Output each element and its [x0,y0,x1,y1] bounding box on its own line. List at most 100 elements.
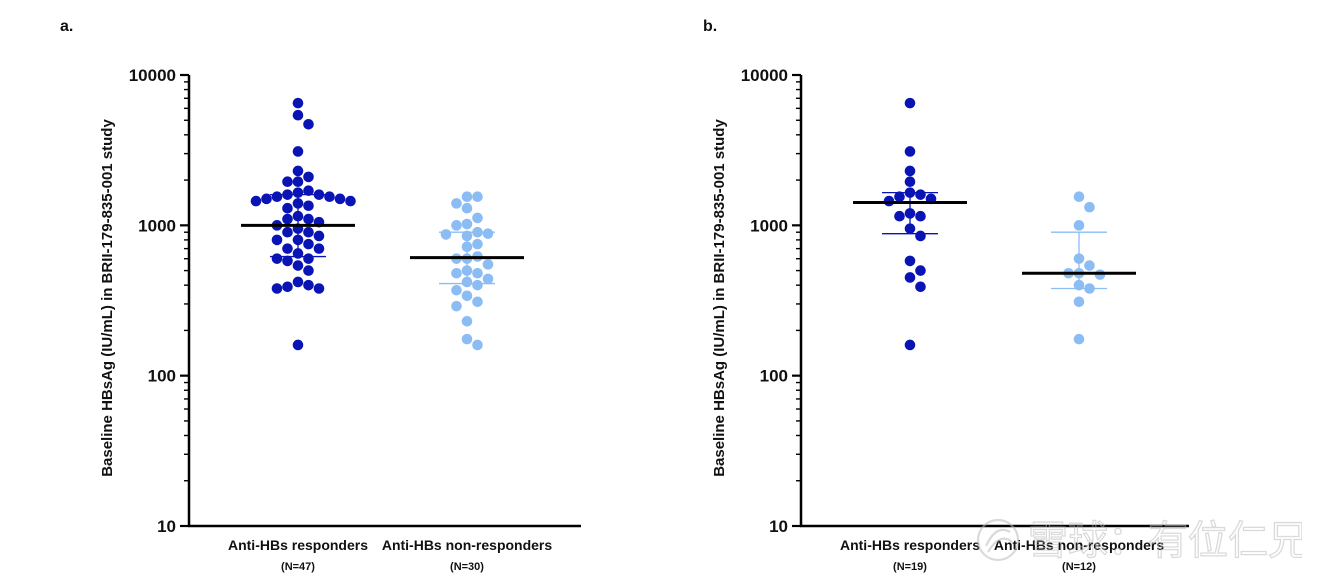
panel-a-non-responders-dot [482,259,494,270]
panel-b-non-responders-dot [1073,296,1085,308]
panel-a-non-responders-dot [472,238,483,250]
panel-b-responders-dot [904,339,916,351]
panel-b-non-responders-dot [1073,191,1085,203]
panel-a-category-label-non-responders: Anti-HBs non-responders [382,537,553,553]
panel-a-responders-dot [282,243,293,254]
panel-a-non-responders-dot [461,191,473,203]
panel-a-responders-dot [292,176,304,188]
panel-b-non-responders-dot [1073,333,1085,345]
panel-a-non-responders-dot [440,229,452,240]
panel-a-non-responders-dot [451,198,462,209]
panel-a-y-tick-label: 100 [148,367,176,386]
panel-b-responders-dot [904,165,916,177]
panel-b-non-responders-dot [1073,220,1085,231]
panel-a-plot-area: 10 100 1000 10000 [129,66,581,536]
panel-b-y-tick-label: 1000 [750,216,788,235]
panel-a-non-responders-dot [451,220,462,231]
panel-b-responders-dot [904,255,916,267]
panel-a-category-label-responders: Anti-HBs responders [228,537,368,553]
panel-b-n-label-non-responders: (N=12) [1062,561,1096,573]
panel-a-y-axis-label: Baseline HBsAg (IU/mL) in BRII-179-835-0… [99,119,116,477]
panel-a-responders-dot [292,260,304,271]
panel-a-non-responders-dot [461,202,473,214]
panel-b-non-responders-dot [1084,260,1095,271]
panel-a-responders-dot [313,283,325,294]
panel-a-responders-dot [271,253,283,264]
panel-a-non-responders-dot [461,290,473,302]
panel-a-non-responders-dot [472,267,483,279]
panel-a-y-tick-label: 10 [157,517,176,536]
panel-a-responders-dot [282,226,293,238]
panel-b-responders-dot [915,265,926,276]
panel-a-responders-dot [334,193,346,205]
panel-a-responders-dot [271,283,283,294]
panel-a-non-responders-dot [472,339,483,351]
panel-a-n-label-responders: (N=47) [281,561,315,573]
panel-b-n-label-responders: (N=19) [893,561,927,573]
panel-a-responders-dot [271,191,283,203]
panel-b-y-axis-label: Baseline HBsAg (IU/mL) in BRII-179-835-0… [711,119,728,477]
panel-b-responders-dot [915,230,926,242]
panel-a-responders-dot [292,109,304,121]
panel-a-responders-dot [303,226,314,238]
panel-b-plot-area: 10 100 1000 10000 [741,66,1189,536]
panel-a-responders-dot [282,281,293,293]
panel-a-responders-dot [292,276,304,288]
panel-a-responders-dot [282,176,293,188]
panel-b-category-label-non-responders: Anti-HBs non-responders [994,537,1165,553]
panel-b-responders-dot [904,146,916,157]
panel-a: a. Baseline HBsAg (IU/mL) in BRII-179-83… [60,18,581,573]
panel-b-y-tick-label: 10 [769,517,788,536]
panel-a-responders-dot [271,234,283,246]
panel-a-non-responders-dot [472,296,483,308]
panel-b-responders-dot [894,210,905,222]
panel-a-non-responders-dot [472,279,483,291]
panel-a-responders-dot [292,165,304,177]
panel-b-responders-dot [915,281,926,293]
panel-b-label: b. [703,18,717,35]
panel-a-non-responders-dot [451,300,462,312]
panel-a-responders-dot [250,195,262,207]
panel-a-responders-dot [282,213,293,225]
panel-b-responders-dot [904,97,916,109]
panel-a-non-responders-dot [451,267,462,279]
panel-a-responders-dot [303,185,314,196]
panel-a-non-responders-dot [482,273,494,285]
panel-a-responders-dot [313,230,325,242]
panel-a-y-tick-label: 10000 [129,66,176,85]
panel-a-non-responders-dot [451,284,462,296]
panel-a-responders-dot [313,243,325,254]
panel-a-responders-dot [303,238,314,250]
panel-a-responders-dot [303,213,314,225]
panel-b-category-label-responders: Anti-HBs responders [840,537,980,553]
panel-a-responders-dot [292,339,304,351]
panel-b-responders-dot [894,191,905,203]
panel-a-responders-dot [282,255,293,267]
panel-b-responders-dot [904,176,916,188]
watermark-text: 雪球：有位仁兄 [1028,518,1302,564]
panel-a-responders-dot [303,171,314,183]
panel-a-non-responders-dot [472,212,483,224]
watermark: 雪球：有位仁兄 [976,517,1302,565]
panel-a-label: a. [60,18,73,35]
panel-a-responders-dot [324,191,335,203]
panel-a-non-responders-dot [461,333,473,345]
panel-b-responders-dot [915,189,926,200]
panel-b-non-responders-dot [1084,201,1095,213]
panel-a-non-responders-dot [461,315,473,327]
panel-a-responders-dot [292,146,304,157]
panel-b-y-tick-label: 10000 [741,66,788,85]
panel-a-responders-dot [303,200,314,212]
panel-a-non-responders-dot [482,228,494,239]
panel-a-responders-dot [282,202,293,214]
panel-a-non-responders-dot [461,218,473,230]
panel-a-responders-dot [345,195,356,207]
panel-b-responders-dot [915,210,926,222]
panel-a-responders-dot [303,279,314,291]
panel-a-n-label-non-responders: (N=30) [450,561,484,573]
panel-a-responders-dot [303,265,314,276]
panel-a-y-tick-label: 1000 [138,216,176,235]
panel-b-responders-dot [904,272,916,283]
panel-b: b. Baseline HBsAg (IU/mL) in BRII-179-83… [703,18,1189,573]
